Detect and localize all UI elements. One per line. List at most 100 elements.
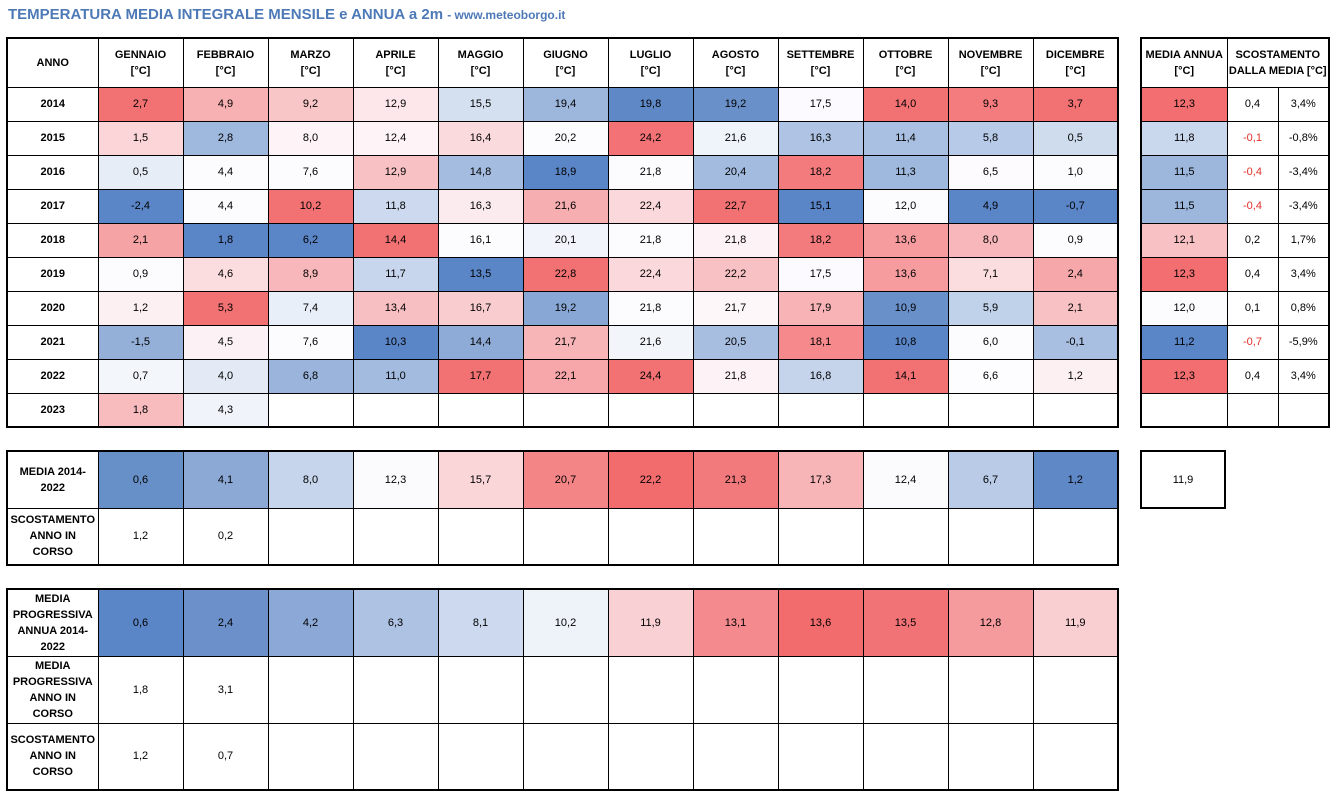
progressive-deviation-cell: [1032, 722, 1119, 791]
year-cell: 2019: [6, 256, 99, 292]
temperature-cell: 2,8: [182, 120, 269, 156]
deviation-cell: -0,7: [1226, 324, 1278, 360]
progressive-deviation-cell: [267, 722, 354, 791]
temperature-cell: 12,0: [862, 188, 949, 224]
header-month: AGOSTO [°C]: [692, 37, 779, 88]
progressive-current-cell: [1032, 655, 1119, 724]
deviation-value-cell: [947, 507, 1034, 566]
annual-mean-cell: 12,3: [1140, 86, 1228, 122]
month-name: AGOSTO: [711, 48, 760, 61]
month-name: LUGLIO: [629, 48, 672, 61]
mean-cell: 8,0: [267, 450, 354, 509]
temperature-cell: 22,2: [692, 256, 779, 292]
progressive-mean-cell: 13,1: [692, 588, 779, 657]
deviation-percent-cell: 3,4%: [1277, 86, 1330, 122]
month-unit: [°C]: [640, 64, 661, 77]
temperature-cell: 21,6: [522, 188, 609, 224]
deviation-percent-cell: 1,7%: [1277, 222, 1330, 258]
monthly-temperature-table: ANNO GENNAIO [°C] FEBBRAIO [°C] MARZO [°C] APRI…: [6, 37, 1119, 428]
progressive-mean-cell: 0,6: [97, 588, 184, 657]
temperature-cell: 11,8: [352, 188, 439, 224]
mean-cell: 6,7: [947, 450, 1034, 509]
temperature-cell: 6,6: [947, 358, 1034, 394]
month-name: FEBBRAIO: [196, 48, 255, 61]
deviation-percent-cell: 0,8%: [1277, 290, 1330, 326]
temperature-cell: 15,1: [777, 188, 864, 224]
temperature-cell: 0,9: [97, 256, 184, 292]
month-name: MARZO: [290, 48, 331, 61]
deviation-cell: -0,4: [1226, 188, 1278, 224]
temperature-cell: 21,8: [607, 290, 694, 326]
month-unit: [°C]: [470, 64, 491, 77]
temperature-cell: 18,9: [522, 154, 609, 190]
header-month: FEBBRAIO [°C]: [182, 37, 269, 88]
temperature-cell: 5,9: [947, 290, 1034, 326]
temperature-cell: 16,3: [777, 120, 864, 156]
deviation-value-cell: [777, 507, 864, 566]
year-cell: 2022: [6, 358, 99, 394]
deviation-label: SCOSTAMENTO ANNO IN CORSO: [6, 507, 99, 566]
temperature-cell: 14,4: [352, 222, 439, 258]
temperature-cell: [267, 392, 354, 428]
temperature-cell: 0,9: [1032, 222, 1119, 258]
temperature-cell: 19,2: [692, 86, 779, 122]
month-unit: [°C]: [385, 64, 406, 77]
temperature-cell: 20,4: [692, 154, 779, 190]
temperature-cell: [947, 392, 1034, 428]
temperature-cell: 4,4: [182, 188, 269, 224]
deviation-cell: -0,1: [1226, 120, 1278, 156]
progressive-current-cell: [437, 655, 524, 724]
temperature-cell: 4,9: [182, 86, 269, 122]
temperature-cell: 19,4: [522, 86, 609, 122]
annual-mean-cell: [1140, 392, 1228, 428]
temperature-cell: 4,0: [182, 358, 269, 394]
mean-label: MEDIA 2014-2022: [6, 450, 99, 509]
temperature-cell: [352, 392, 439, 428]
annual-header-row: MEDIA ANNUA [°C] SCOSTAMENTO DALLA MEDIA …: [1140, 37, 1330, 88]
month-name: APRILE: [375, 48, 416, 61]
temperature-cell: 7,6: [267, 154, 354, 190]
temperature-cell: 21,8: [692, 222, 779, 258]
temperature-cell: 12,4: [352, 120, 439, 156]
progressive-current-cell: [862, 655, 949, 724]
temperature-cell: [777, 392, 864, 428]
header-month: DICEMBRE [°C]: [1032, 37, 1119, 88]
deviation-value-cell: [522, 507, 609, 566]
temperature-cell: [437, 392, 524, 428]
temperature-cell: 12,9: [352, 86, 439, 122]
temperature-cell: 21,7: [692, 290, 779, 326]
mean-cell: 22,2: [607, 450, 694, 509]
progressive-current-row: MEDIA PROGRESSIVA ANNO IN CORSO 1,8 3,1: [6, 655, 1119, 724]
annual-row: 11,5 -0,4 -3,4%: [1140, 188, 1330, 224]
month-unit: [°C]: [300, 64, 321, 77]
month-unit: [°C]: [895, 64, 916, 77]
temperature-cell: 19,2: [522, 290, 609, 326]
temperature-cell: 11,4: [862, 120, 949, 156]
mean-cell: 0,6: [97, 450, 184, 509]
temperature-cell: -0,7: [1032, 188, 1119, 224]
annual-mean-cell: 11,2: [1140, 324, 1228, 360]
temperature-cell: 14,8: [437, 154, 524, 190]
temperature-cell: 21,8: [607, 222, 694, 258]
progressive-mean-cell: 2,4: [182, 588, 269, 657]
deviation-cell: -0,4: [1226, 154, 1278, 190]
site-link[interactable]: - www.meteoborgo.it: [447, 8, 566, 22]
temperature-cell: 2,7: [97, 86, 184, 122]
temperature-cell: 8,0: [267, 120, 354, 156]
annual-row: 11,8 -0,1 -0,8%: [1140, 120, 1330, 156]
deviation-value-cell: [1032, 507, 1119, 566]
progressive-mean-cell: 8,1: [437, 588, 524, 657]
progressive-deviation-cell: [862, 722, 949, 791]
deviation-value-cell: 1,2: [97, 507, 184, 566]
temperature-cell: 19,8: [607, 86, 694, 122]
progressive-current-cell: 1,8: [97, 655, 184, 724]
deviation-row: SCOSTAMENTO ANNO IN CORSO 1,2 0,2: [6, 507, 1119, 566]
progressive-deviation-cell: [607, 722, 694, 791]
title-main: TEMPERATURA MEDIA INTEGRALE MENSILE e AN…: [8, 6, 444, 23]
annual-mean-cell: 11,5: [1140, 188, 1228, 224]
annual-row: 12,3 0,4 3,4%: [1140, 358, 1330, 394]
annual-row: 12,3 0,4 3,4%: [1140, 86, 1330, 122]
temperature-cell: 20,5: [692, 324, 779, 360]
mean-2014-2022-table: MEDIA 2014-2022 0,6 4,1 8,0 12,3 15,7 20,7 22,2…: [6, 450, 1119, 566]
year-row: 2015 1,5 2,8 8,0 12,4 16,4 20,2 24,2 21,6 16,3 11,…: [6, 120, 1119, 156]
